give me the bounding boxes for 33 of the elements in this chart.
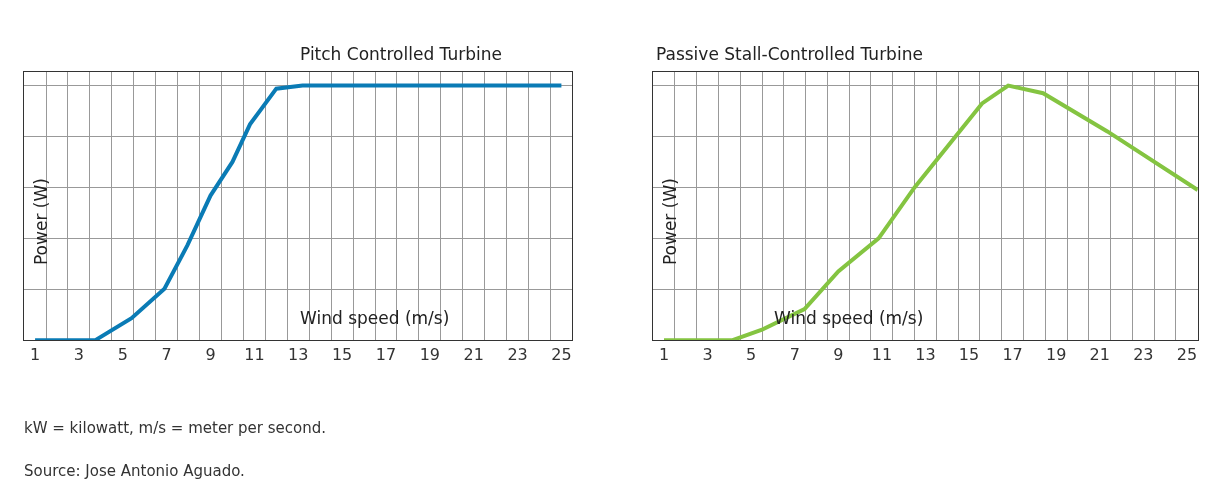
x-tick-label: 23 <box>1133 345 1154 365</box>
x-tick-label: 15 <box>958 345 980 365</box>
x-tick-label: 1 <box>29 345 41 365</box>
x-tick-label: 19 <box>1045 345 1067 365</box>
chart-title: Pitch Controlled Turbine <box>300 44 502 64</box>
y-axis-title: Power (W) <box>30 178 51 266</box>
x-tick-label: 23 <box>507 345 528 365</box>
x-tick-label: 9 <box>205 345 216 365</box>
chart-title: Passive Stall-Controlled Turbine <box>656 44 923 64</box>
x-tick-label: 11 <box>871 345 893 365</box>
x-tick-label: 15 <box>331 345 353 365</box>
x-tick-label: 7 <box>161 345 172 365</box>
x-tick-label: 17 <box>1002 345 1023 365</box>
x-tick-label: 25 <box>1176 345 1198 365</box>
x-tick-label: 21 <box>463 345 484 365</box>
x-tick-label: 7 <box>789 345 800 365</box>
x-tick-label: 13 <box>915 345 936 365</box>
x-tick-label: 17 <box>375 345 397 365</box>
x-tick-label: 13 <box>288 345 309 365</box>
source-note: Source: Jose Antonio Aguado. <box>24 462 245 480</box>
x-tick-label: 19 <box>419 345 440 365</box>
x-tick-label: 5 <box>117 345 128 365</box>
x-tick-label: 1 <box>658 345 670 365</box>
x-tick-label: 3 <box>73 345 85 365</box>
x-axis-title: Wind speed (m/s) <box>300 308 450 328</box>
x-tick-label: 3 <box>702 345 713 365</box>
x-tick-label: 9 <box>833 345 844 365</box>
y-axis-title: Power (W) <box>659 178 680 266</box>
x-tick-label: 25 <box>551 345 572 365</box>
x-tick-label: 21 <box>1089 345 1110 365</box>
x-tick-label: 5 <box>746 345 757 365</box>
x-tick-label: 11 <box>244 345 265 365</box>
text: kW = kilowatt, m/s = meter per second. <box>24 419 326 437</box>
